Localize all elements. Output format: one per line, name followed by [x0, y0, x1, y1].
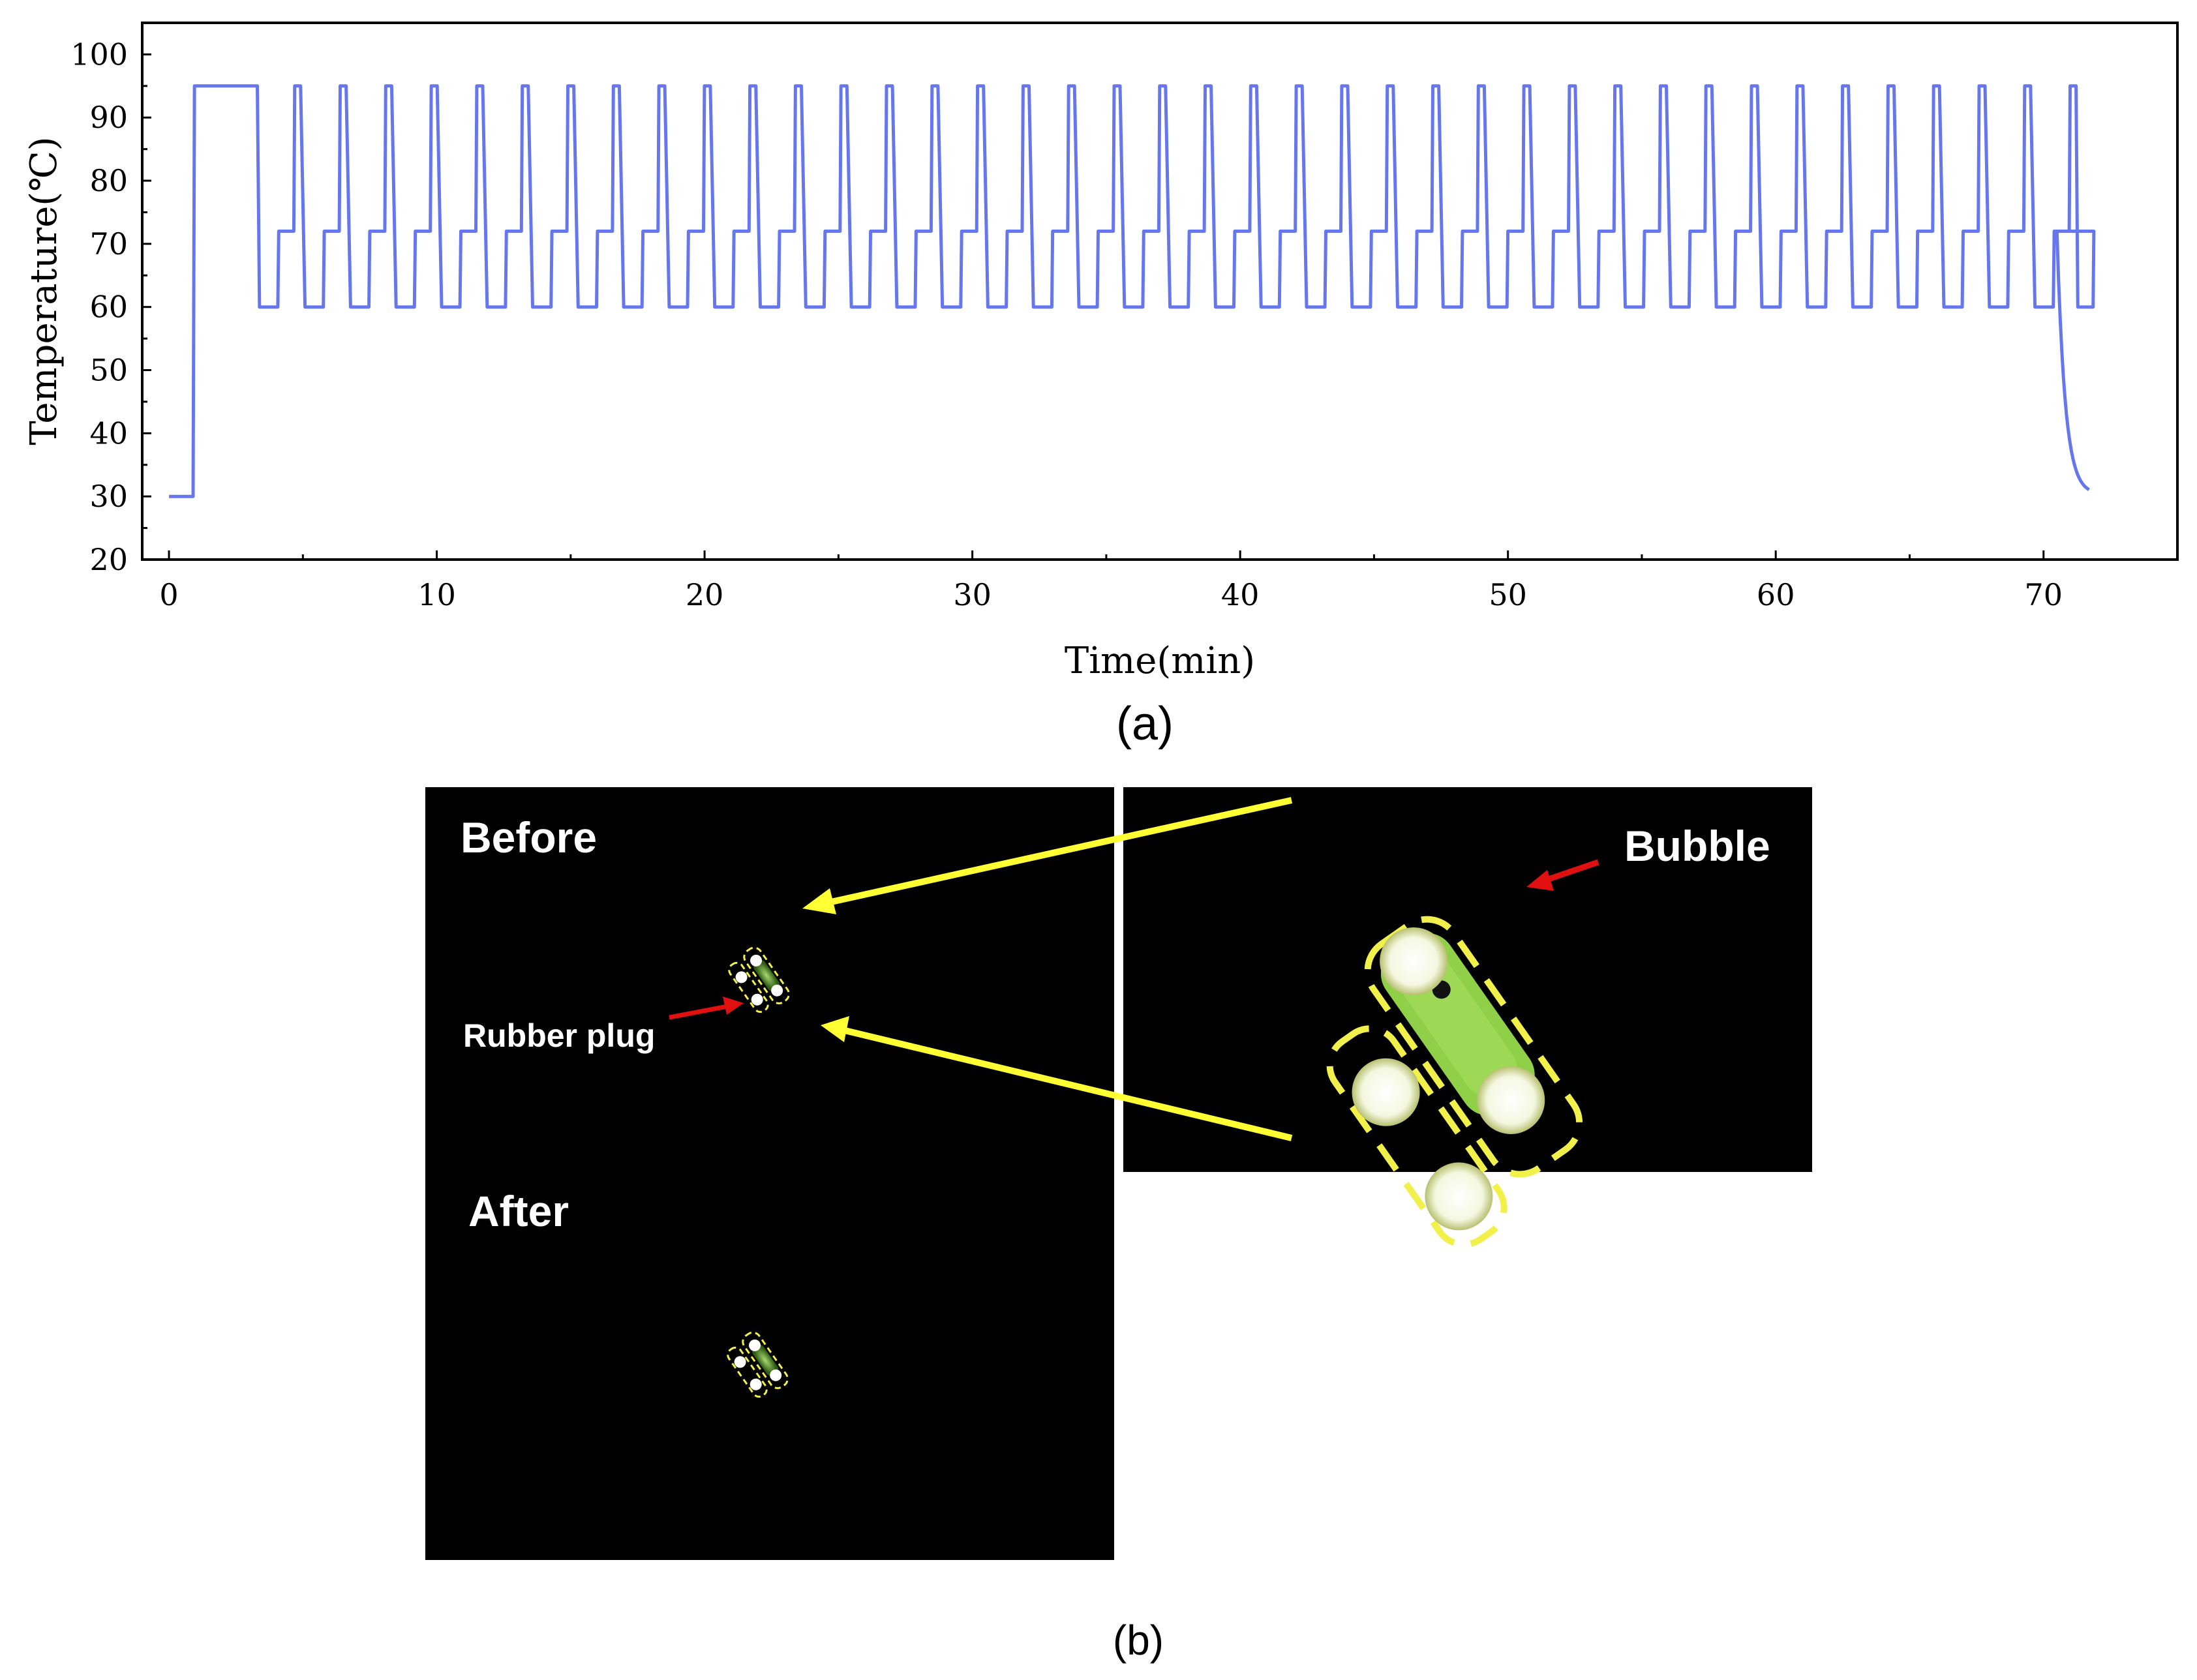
x-tick-label: 50 [1489, 577, 1527, 612]
y-tick-label: 70 [89, 226, 128, 262]
before-label: Before [461, 813, 597, 862]
chip-before [728, 946, 790, 1013]
well [770, 1369, 782, 1381]
chip-zoomed [1326, 916, 1583, 1248]
chip-after [727, 1331, 789, 1398]
temperature-chart: 0 10 20 30 40 50 60 70 20 30 40 50 60 70 80 90 100 Time… [23, 22, 2179, 682]
y-tick-label: 90 [89, 100, 128, 135]
well [750, 954, 763, 967]
y-tick-label: 60 [89, 290, 128, 325]
x-axis-label: Time(min) [1065, 640, 1255, 682]
rubber-plug-arrow [669, 997, 744, 1020]
rubber-plug-label: Rubber plug [463, 1017, 655, 1054]
x-tick-label: 10 [417, 577, 456, 612]
well [751, 993, 763, 1006]
y-tick-label: 50 [89, 353, 128, 388]
caption-a: (a) [1116, 698, 1174, 750]
before-after-photo [425, 787, 1114, 1560]
temperature-series-line [169, 84, 2096, 498]
y-tick-label: 80 [89, 163, 128, 198]
well [735, 971, 748, 983]
bubble-label: Bubble [1624, 822, 1770, 870]
y-tick-label: 40 [89, 415, 128, 451]
x-tick-label: 40 [1221, 577, 1260, 612]
x-tick-label: 70 [2024, 577, 2063, 612]
x-tick-label: 20 [686, 577, 724, 612]
x-tick-label: 0 [159, 577, 178, 612]
well [1380, 927, 1448, 995]
zoom-arrow-bottom [821, 1016, 1293, 1141]
x-tick-label: 60 [1757, 577, 1795, 612]
well [750, 1378, 762, 1390]
well [749, 1339, 761, 1351]
y-axis-label: Temperature(℃) [23, 136, 65, 445]
zoom-arrow-top [802, 797, 1293, 914]
well [771, 984, 783, 997]
y-tick-label: 100 [70, 37, 128, 72]
y-axis-ticks: 20 30 40 50 60 70 80 90 100 [70, 22, 151, 577]
plot-frame [141, 22, 2179, 561]
x-tick-label: 30 [953, 577, 992, 612]
y-tick-label: 20 [89, 542, 128, 577]
after-label: After [468, 1187, 569, 1235]
well [1352, 1058, 1420, 1126]
caption-b: (b) [1112, 1617, 1164, 1664]
bubble-arrow [1526, 859, 1599, 891]
well [1477, 1066, 1545, 1134]
x-axis-ticks: 0 10 20 30 40 50 60 70 [159, 550, 2179, 612]
well [1425, 1162, 1493, 1231]
well [734, 1356, 746, 1368]
y-tick-label: 30 [89, 479, 128, 514]
